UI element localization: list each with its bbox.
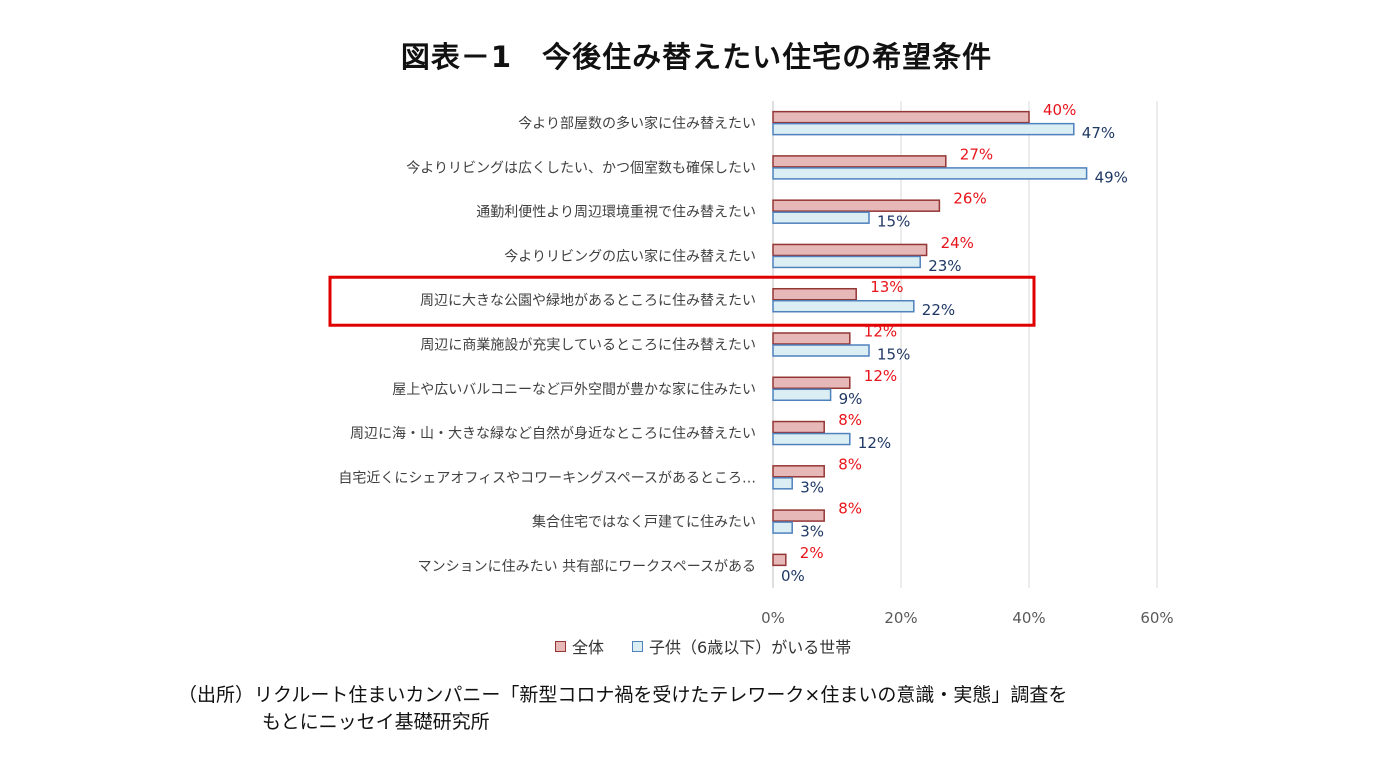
bar-children	[772, 388, 832, 402]
legend-label-all: 全体	[572, 638, 605, 657]
data-label-children: 9%	[839, 390, 863, 408]
bar-children	[772, 344, 870, 357]
bar-all	[772, 465, 825, 478]
category-label: 周辺に商業施設が充実しているところに住み替えたい	[420, 338, 756, 354]
chart-title: 図表－1 今後住み替えたい住宅の希望条件	[400, 40, 993, 74]
bar-children	[772, 477, 793, 490]
bar-all	[772, 553, 787, 567]
category-label: 自宅近くにシェアオフィスやコワーキングスペースがあるところ…	[338, 470, 756, 486]
source-note: （出所）リクルート住まいカンパニー「新型コロナ禍を受けたテレワーク×住まいの意識…	[178, 682, 1067, 736]
legend-swatch-children	[632, 640, 644, 652]
data-label-children: 47%	[1082, 124, 1115, 142]
category-label: 通勤利便性より周辺環境重視で住み替えたい	[476, 205, 756, 221]
legend: 全体 子供（6歳以下）がいる世帯	[555, 634, 879, 658]
bar-children	[772, 211, 870, 224]
data-label-children: 49%	[1095, 168, 1128, 186]
data-label-children: 15%	[877, 213, 910, 231]
data-label-children: 15%	[877, 346, 910, 364]
source-line-2: もとにニッセイ基礎研究所	[262, 711, 490, 733]
category-label: 今より部屋数の多い家に住み替えたい	[518, 115, 756, 132]
data-label-all: 8%	[838, 500, 862, 518]
data-label-all: 27%	[960, 145, 993, 163]
category-label: 集合住宅ではなく戸建てに住みたい	[532, 514, 756, 531]
x-tick-label: 40%	[1012, 609, 1045, 627]
bar-all	[772, 332, 851, 345]
bar-children	[772, 299, 915, 313]
legend-label-children: 子供（6歳以下）がいる世帯	[649, 638, 852, 657]
legend-item-all: 全体	[555, 634, 604, 658]
category-label: 周辺に大きな公園や緑地があるところに住み替えたい	[420, 293, 756, 309]
bar-children	[772, 255, 921, 269]
legend-item-children: 子供（6歳以下）がいる世帯	[632, 634, 851, 658]
x-tick-label: 60%	[1140, 609, 1173, 627]
data-label-all: 40%	[1043, 101, 1076, 119]
data-label-children: 3%	[800, 523, 824, 541]
data-label-all: 12%	[864, 367, 897, 385]
category-label: 今よりリビングは広くしたい、かつ個室数も確保したい	[406, 159, 756, 176]
bar-all	[772, 287, 857, 301]
data-label-children: 22%	[922, 301, 955, 319]
data-label-children: 12%	[858, 434, 891, 452]
data-label-children: 3%	[800, 478, 824, 496]
bar-all	[772, 199, 941, 212]
data-label-all: 24%	[941, 234, 974, 252]
x-tick-label: 0%	[761, 609, 785, 627]
bar-all	[772, 243, 928, 257]
category-label: 周辺に海・山・大きな緑など自然が身近なところに住み替えたい	[350, 425, 756, 442]
bar-children	[772, 521, 793, 534]
data-label-children: 23%	[928, 257, 961, 275]
bar-all	[772, 376, 851, 390]
bar-children	[772, 432, 851, 446]
source-line-1: （出所）リクルート住まいカンパニー「新型コロナ禍を受けたテレワーク×住まいの意識…	[178, 684, 1068, 706]
data-label-all: 12%	[864, 323, 897, 341]
bar-all	[772, 110, 1030, 124]
data-label-all: 8%	[838, 455, 862, 473]
data-label-children: 0%	[781, 567, 805, 585]
data-label-all: 26%	[953, 190, 986, 208]
category-label: マンションに住みたい 共有部にワークスペースがある	[418, 559, 756, 575]
highlight-box	[328, 275, 1036, 327]
data-label-all: 8%	[838, 411, 862, 429]
bar-children	[772, 122, 1075, 136]
category-label: 今よりリビングの広い家に住み替えたい	[504, 248, 756, 265]
data-label-all: 13%	[870, 278, 903, 296]
x-tick-label: 20%	[884, 609, 917, 627]
data-label-all: 2%	[800, 544, 824, 562]
bar-all	[772, 155, 947, 168]
bar-all	[772, 420, 825, 434]
bar-children	[772, 167, 1088, 180]
bar-all	[772, 509, 825, 522]
category-label: 屋上や広いバルコニーなど戸外空間が豊かな家に住みたい	[392, 381, 756, 398]
legend-swatch-all	[555, 640, 566, 652]
